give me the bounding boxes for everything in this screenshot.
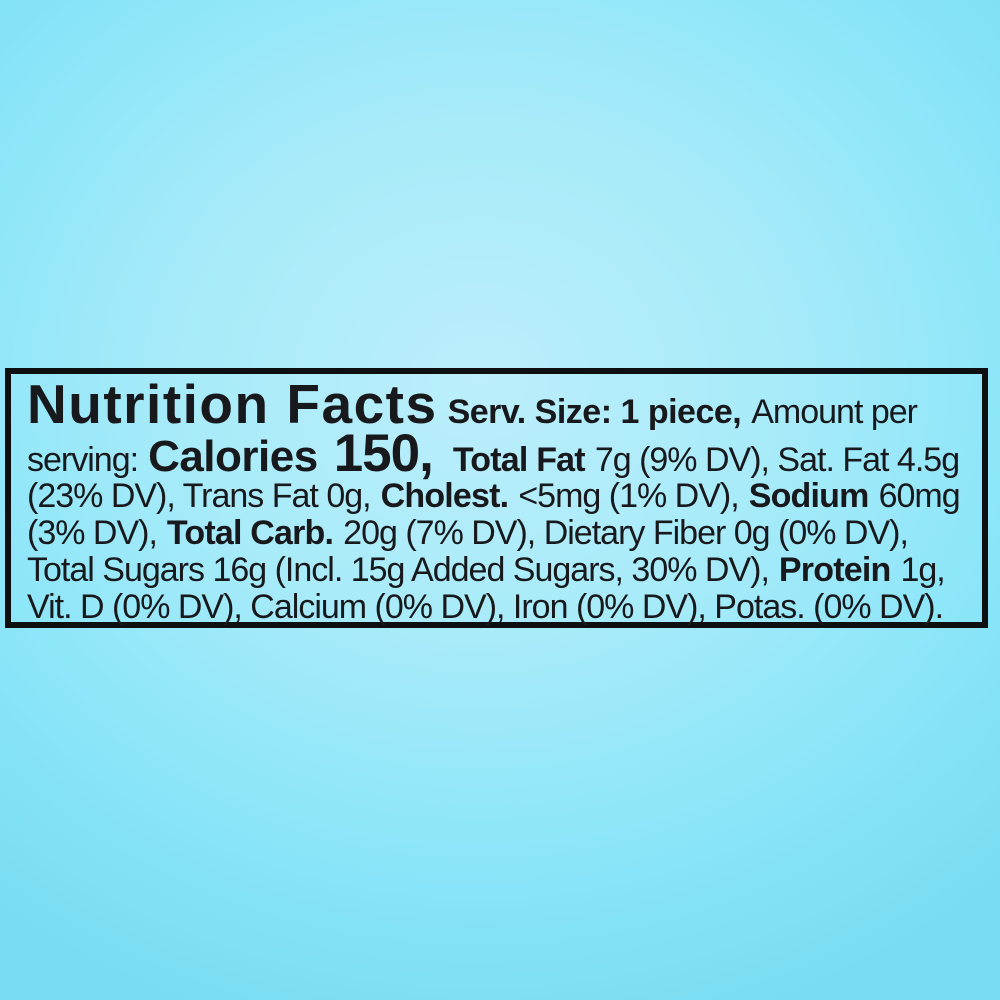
cholesterol-value: <5mg (1% DV), <box>518 477 739 515</box>
sugars-text: Total Sugars 16g (Incl. 15g Added Sugars… <box>27 551 770 589</box>
protein-label: Protein <box>778 551 891 589</box>
nutrition-line: serving: Calories 150, Total Fat 7g (9% … <box>27 424 974 483</box>
sodium-label: Sodium <box>748 477 870 515</box>
total-carb-label: Total Carb. <box>166 514 334 552</box>
serving-label: serving: <box>27 441 139 479</box>
nutrition-line: Vit. D (0% DV), Calcium (0% DV), Iron (0… <box>27 588 974 626</box>
sodium-dv-text: (3% DV), <box>27 514 158 552</box>
carb-fiber-values-text: 20g (7% DV), Dietary Fiber 0g (0% DV), <box>343 514 909 552</box>
nutrition-facts-title: Nutrition Facts <box>27 373 438 435</box>
total-fat-label: Total Fat <box>452 441 586 479</box>
nutrition-line: Total Sugars 16g (Incl. 15g Added Sugars… <box>27 551 974 589</box>
nutrition-label-box: Nutrition Facts Serv. Size: 1 piece, Amo… <box>5 368 988 628</box>
nutrition-line: Nutrition Facts Serv. Size: 1 piece, Amo… <box>27 377 974 432</box>
protein-value: 1g, <box>900 551 945 589</box>
cholesterol-label: Cholest. <box>380 477 510 515</box>
fat-values-text: 7g (9% DV), Sat. Fat 4.5g <box>594 441 960 479</box>
vitamins-minerals-text: Vit. D (0% DV), Calcium (0% DV), Iron (0… <box>27 588 944 626</box>
calories-label: Calories <box>148 432 318 481</box>
nutrition-line: (23% DV), Trans Fat 0g, Cholest. <5mg (1… <box>27 477 974 515</box>
satfat-dv-transfat-text: (23% DV), Trans Fat 0g, <box>27 477 372 515</box>
nutrition-line: (3% DV), Total Carb. 20g (7% DV), Dietar… <box>27 514 974 552</box>
serving-size-text: Serv. Size: 1 piece, <box>447 393 742 431</box>
sodium-value: 60mg <box>878 477 961 515</box>
amount-per-text: Amount per <box>751 393 918 431</box>
calories-value: 150, <box>333 424 434 483</box>
